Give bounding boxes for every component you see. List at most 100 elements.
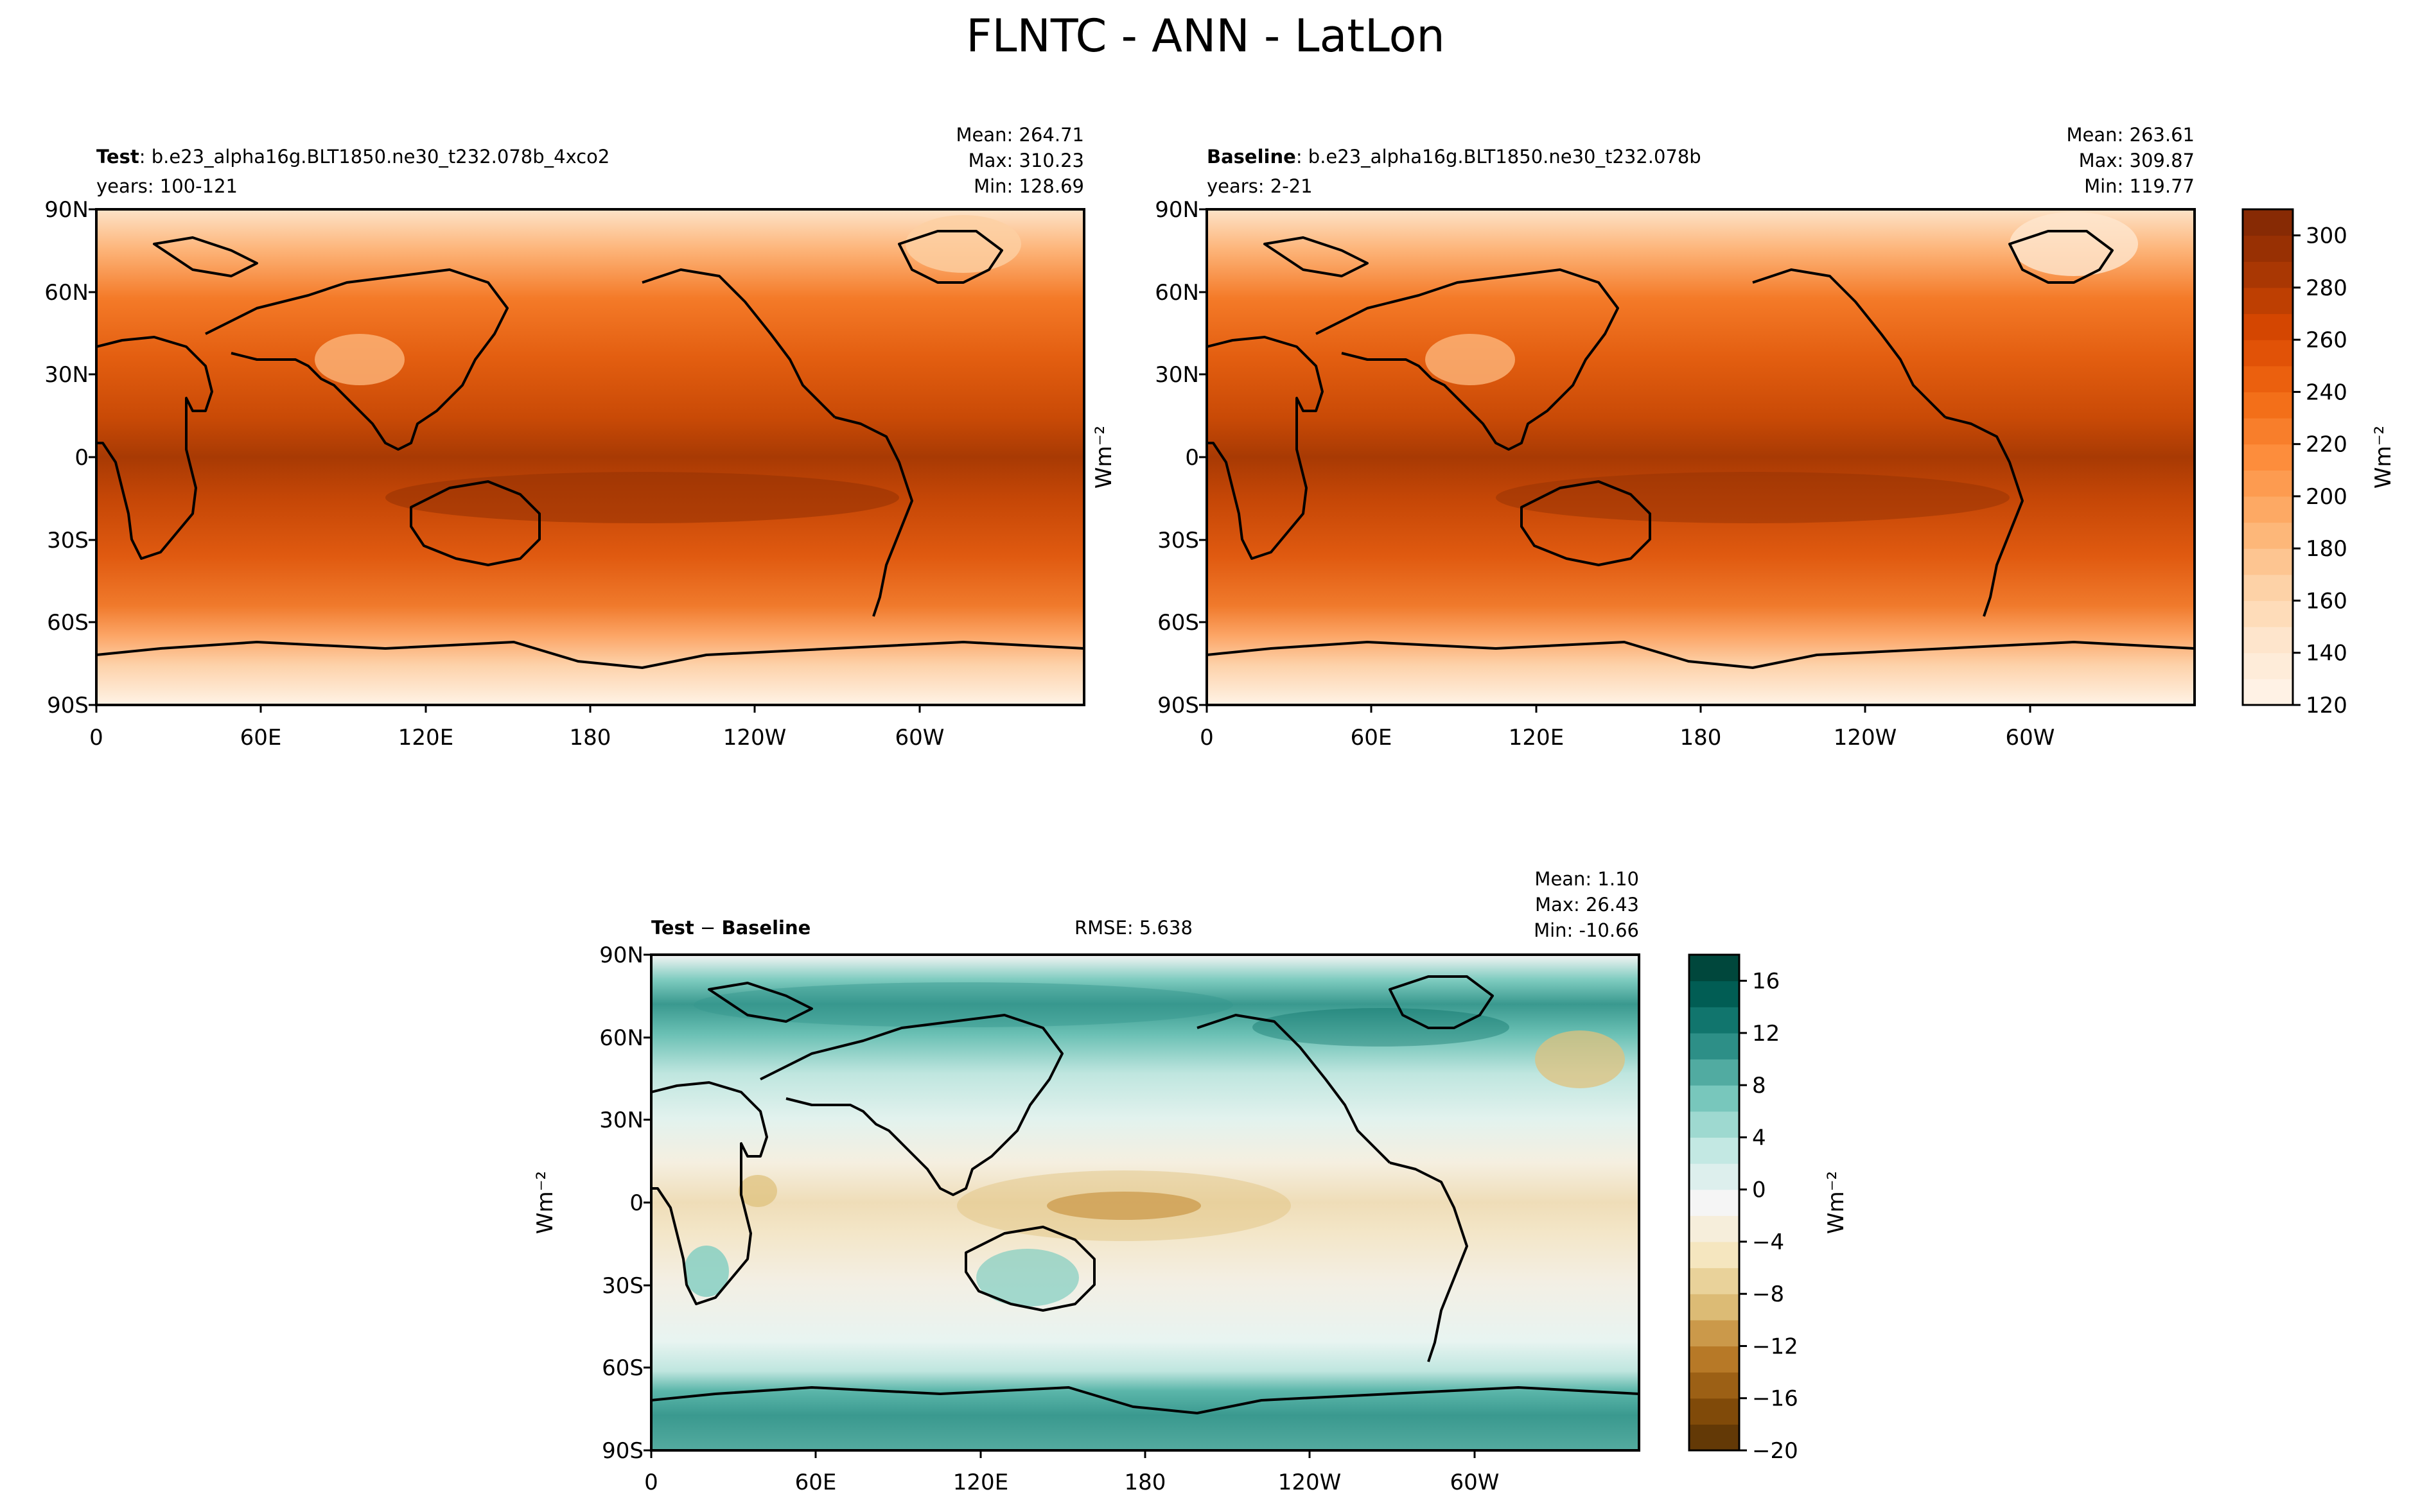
test-label: Test: b.e23_alpha16g.BLT1850.ne30_t232.0… <box>96 146 609 168</box>
colorbar-difference-tick-label: 16 <box>1752 969 1780 995</box>
colorbar-absolute-bands <box>2243 209 2293 706</box>
test-stat-mean: Mean: 264.71 <box>956 124 1084 146</box>
baseline-greenland-feature <box>2010 212 2138 276</box>
test-ytick-0: 0 <box>75 445 89 471</box>
colorbar-difference-label: Wm⁻² <box>1823 1171 1849 1234</box>
colorbar-difference-frame <box>1688 953 1740 1452</box>
colorbar-absolute-band <box>2243 340 2293 367</box>
colorbar-difference: −20 −16 −12 −8 −4 0 4 8 12 16 Wm⁻² <box>1688 953 1849 1464</box>
diff-x-ticks: 0 60E 120E 180 120W 60W <box>644 1470 1499 1495</box>
test-xtick-0: 0 <box>89 725 103 751</box>
test-label-bold: Test <box>96 146 139 168</box>
baseline-ytick-60n: 60N <box>1155 280 1199 306</box>
colorbar-absolute: 120 140 160 180 200 220 240 260 280 300 Wm⁻² <box>2241 208 2396 718</box>
diff-africa-positive <box>684 1246 729 1297</box>
test-coastlines <box>96 230 1084 669</box>
baseline-xtick-0: 0 <box>1200 725 1214 751</box>
diff-label-baseline: Baseline <box>721 917 811 939</box>
baseline-x-ticks: 0 60E 120E 180 120W 60W <box>1200 725 2055 751</box>
colorbar-absolute-tick-label: 140 <box>2306 641 2347 666</box>
test-xtick-180: 180 <box>570 725 611 751</box>
colorbar-difference-band <box>1689 1059 1739 1086</box>
colorbar-absolute-tick-label: 200 <box>2306 484 2347 510</box>
colorbar-absolute-tick-label: 300 <box>2306 223 2347 249</box>
colorbar-difference-band <box>1689 1294 1739 1321</box>
colorbar-absolute-band <box>2243 209 2293 236</box>
colorbar-absolute-band <box>2243 287 2293 315</box>
figure-title: FLNTC - ANN - LatLon <box>966 10 1445 62</box>
colorbar-difference-band <box>1689 955 1739 982</box>
test-xtick-120w: 120W <box>723 725 787 751</box>
test-pacific-band <box>385 472 899 523</box>
colorbar-absolute-band <box>2243 470 2293 497</box>
test-tick-marks <box>89 208 921 713</box>
colorbar-absolute-band <box>2243 365 2293 393</box>
diff-pacific-negative-halo <box>957 1170 1291 1241</box>
colorbar-difference-band <box>1689 1085 1739 1112</box>
diff-africa-negative <box>739 1175 777 1207</box>
test-ytick-30n: 30N <box>44 362 89 388</box>
test-case-name: : b.e23_alpha16g.BLT1850.ne30_t232.078b_… <box>139 146 610 168</box>
diff-xtick-180: 180 <box>1125 1470 1166 1495</box>
baseline-ytick-30s: 30S <box>1157 528 1199 553</box>
colorbar-difference-band <box>1689 1007 1739 1034</box>
test-tibet-feature <box>315 334 405 385</box>
colorbar-difference-band <box>1689 1346 1739 1373</box>
colorbar-difference-ticks: −20 −16 −12 −8 −4 0 4 8 12 16 <box>1739 969 1798 1464</box>
diff-rmse: RMSE: 5.638 <box>1074 917 1193 939</box>
baseline-field-bands <box>1207 209 2195 705</box>
test-y-ticks: 90N 60N 30N 0 30S 60S 90S <box>44 197 89 718</box>
diff-ytick-60n: 60N <box>599 1025 644 1051</box>
diff-ytick-0: 0 <box>629 1190 644 1216</box>
baseline-ytick-60s: 60S <box>1157 610 1199 636</box>
diff-tick-marks <box>644 953 1476 1458</box>
colorbar-difference-tick-label: −20 <box>1752 1438 1798 1464</box>
test-ylabel: Wm⁻² <box>1091 426 1117 489</box>
diff-pacific-negative <box>1047 1192 1201 1220</box>
diff-xtick-120w: 120W <box>1278 1470 1342 1495</box>
diff-label-operator: − <box>694 917 722 939</box>
colorbar-absolute-band <box>2243 652 2293 679</box>
diff-eurasia-positive <box>694 982 1233 1027</box>
colorbar-difference-band <box>1689 1398 1739 1425</box>
colorbar-absolute-frame <box>2241 208 2294 706</box>
diff-coastlines <box>651 975 1639 1414</box>
baseline-ytick-90s: 90S <box>1157 693 1199 718</box>
baseline-stat-min: Min: 119.77 <box>2084 175 2195 197</box>
diff-map-field <box>651 955 1639 1450</box>
colorbar-difference-tick-label: 0 <box>1752 1177 1766 1203</box>
test-xtick-120e: 120E <box>398 725 453 751</box>
colorbar-difference-band <box>1689 1424 1739 1451</box>
colorbar-difference-bands <box>1689 955 1739 1451</box>
colorbar-absolute-tick-label: 220 <box>2306 432 2347 458</box>
colorbar-difference-band <box>1689 1215 1739 1242</box>
colorbar-absolute-band <box>2243 574 2293 602</box>
baseline-tibet-feature <box>1425 334 1515 385</box>
colorbar-absolute-band <box>2243 522 2293 549</box>
test-ytick-90s: 90S <box>47 693 89 718</box>
baseline-xtick-180: 180 <box>1680 725 1722 751</box>
colorbar-difference-tick-label: −12 <box>1752 1334 1798 1359</box>
baseline-ytick-0: 0 <box>1185 445 1199 471</box>
colorbar-difference-tick-label: −4 <box>1752 1230 1784 1255</box>
colorbar-absolute-tick-label: 180 <box>2306 536 2347 562</box>
colorbar-absolute-band <box>2243 679 2293 706</box>
colorbar-absolute-band <box>2243 496 2293 523</box>
colorbar-absolute-band <box>2243 600 2293 627</box>
baseline-label: Baseline: b.e23_alpha16g.BLT1850.ne30_t2… <box>1207 146 1701 168</box>
test-stat-min: Min: 128.69 <box>974 175 1084 197</box>
colorbar-absolute-band <box>2243 392 2293 419</box>
diff-y-ticks: 90N 60N 30N 0 30S 60S 90S <box>599 943 644 1464</box>
colorbar-difference-band <box>1689 1241 1739 1269</box>
colorbar-difference-band <box>1689 1032 1739 1060</box>
panel-test: Test: b.e23_alpha16g.BLT1850.ne30_t232.0… <box>44 124 1117 751</box>
diff-label: Test − Baseline <box>651 917 811 939</box>
colorbar-absolute-band <box>2243 627 2293 654</box>
baseline-xtick-60e: 60E <box>1351 725 1392 751</box>
test-field-bands <box>96 209 1084 705</box>
test-xtick-60e: 60E <box>240 725 282 751</box>
test-greenland-feature <box>906 215 1021 273</box>
baseline-stat-max: Max: 309.87 <box>2079 150 2195 171</box>
diff-ytick-30s: 30S <box>602 1273 644 1299</box>
colorbar-difference-band <box>1689 1163 1739 1190</box>
